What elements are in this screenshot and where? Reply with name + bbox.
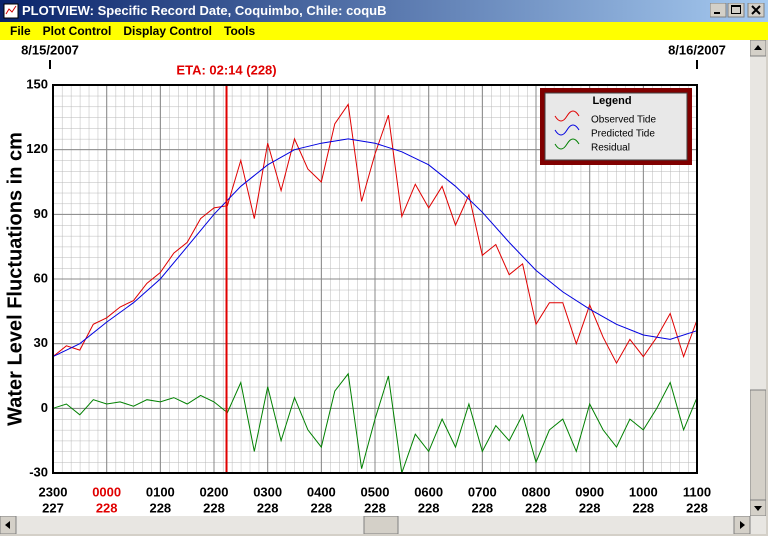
menu-item[interactable]: Plot Control [42,24,112,38]
y-tick-label: 0 [41,400,48,415]
x-tick-day: 228 [579,500,601,515]
eta-label: ETA: 02:14 (228) [176,62,276,77]
x-tick-day: 228 [149,500,171,515]
close-button[interactable] [747,3,765,18]
x-tick-day: 228 [310,500,332,515]
y-tick-label: 120 [26,141,48,156]
legend-title: Legend [592,95,631,107]
menu-item[interactable]: File [10,24,31,38]
legend-swatch [554,124,580,136]
y-tick-label: 60 [34,270,48,285]
start-date: 8/15/2007 [21,42,79,57]
x-tick-day: 228 [686,500,708,515]
chart: Water Level Fluctuations in cm -30 0 30 60 9… [0,40,750,516]
window-controls[interactable] [710,3,766,19]
x-tick-label: 1000 [629,484,658,499]
scroll-thumb[interactable] [363,516,399,534]
title-bar: PLOTVIEW: Specific Record Date, Coquimbo… [0,0,768,22]
x-tick-day: 228 [525,500,547,515]
legend-inner [544,92,688,161]
legend-swatch [554,110,580,122]
series-line [52,138,698,358]
series-line [52,372,698,474]
x-tick-label: 0400 [307,484,336,499]
x-tick-label: 0900 [575,484,604,499]
x-tick-label: 1100 [683,484,711,499]
legend: Legend Observed Tide Predicted Tide Residua… [540,88,692,165]
vertical-scrollbar[interactable] [750,40,766,516]
menu-item[interactable]: Display Control [123,24,213,38]
x-tick-label: 0700 [468,484,497,499]
app-icon [3,3,19,19]
x-tick-day: 228 [471,500,493,515]
y-tick-label: 90 [34,206,48,221]
plot-frame [52,84,698,474]
x-tick-day: 228 [203,500,225,515]
maximize-button[interactable] [727,3,745,18]
menu-item[interactable]: Tools [224,24,256,38]
x-tick-day: 228 [364,500,386,515]
x-tick-label: 0200 [200,484,229,499]
x-tick-label: 2300 [39,484,68,499]
end-date: 8/16/2007 [668,42,726,57]
x-tick-day: 227 [42,500,64,515]
horizontal-scrollbar[interactable] [0,516,766,534]
y-tick-label: 30 [34,335,48,350]
x-tick-label: 0500 [361,484,390,499]
x-tick-day: 228 [418,500,440,515]
y-axis-label: Water Level Fluctuations in cm [4,132,26,426]
x-tick-label: 0800 [522,484,551,499]
series-line [52,103,698,365]
scroll-thumb[interactable] [750,389,766,501]
minimize-button[interactable] [710,3,727,18]
x-tick-day: 228 [632,500,654,515]
window-title: PLOTVIEW: Specific Record Date, Coquimbo… [22,3,387,18]
x-tick-label: 0600 [414,484,443,499]
legend-swatch [554,138,580,150]
x-tick-label: 0000 [92,484,121,499]
x-tick-day: 228 [96,500,118,515]
y-tick-label: 150 [26,76,48,91]
menu-bar: File Plot Control Display Control Tools [0,22,768,40]
x-tick-day: 228 [257,500,279,515]
x-tick-label: 0100 [146,484,175,499]
legend-label: Predicted Tide [591,129,655,140]
legend-label: Observed Tide [591,115,656,126]
legend-label: Residual [591,143,630,154]
y-tick-label: -30 [29,464,48,479]
x-tick-label: 0300 [253,484,282,499]
